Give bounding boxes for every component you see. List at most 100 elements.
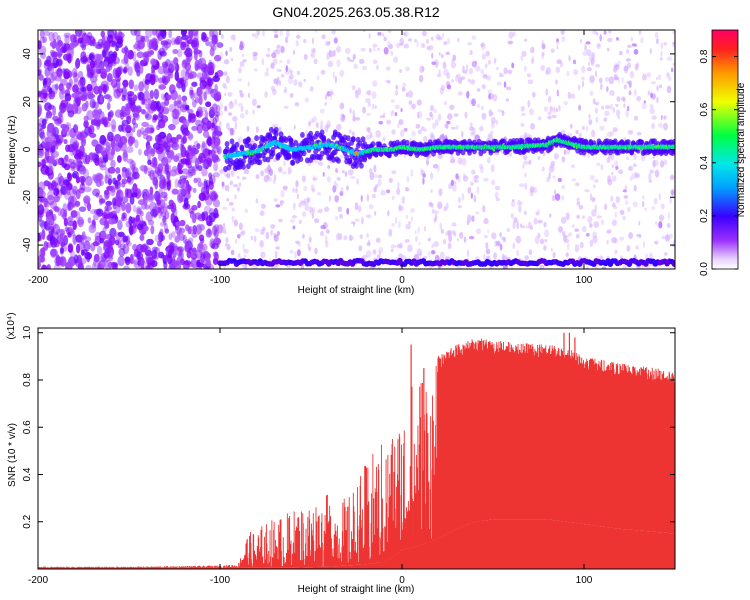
spectrogram-cell [480,68,485,75]
spectrogram-cell [155,30,162,39]
spectrogram-cell [394,104,400,110]
spectrogram-cell [207,78,214,86]
spectrogram-cell [301,211,307,217]
spectrogram-cell [207,149,212,155]
spectrogram-cell [78,175,86,184]
spectrogram-cell [584,43,587,52]
spectrogram-cell [503,81,507,88]
spectrogram-cell [224,140,230,147]
spectrogram-cell [197,243,203,253]
spectrogram-cell [398,205,404,211]
spectrogram-cell [471,215,475,222]
spectrogram-cell [170,89,178,101]
spectrogram-cell [325,229,330,234]
spectrogram-cell [657,74,662,81]
spectrogram-cell [636,233,642,238]
spectrogram-cell [462,175,469,182]
y-tick-label: 0.2 [22,514,33,528]
spectrogram-cell [39,196,47,203]
spectrogram-cell [517,199,521,206]
spectrogram-cell [243,248,249,254]
spectrogram-cell [287,67,291,73]
spectrogram-cell [131,126,136,133]
spectrogram-cell [561,35,566,43]
spectrogram-cell [608,30,612,34]
spectrogram-cell [232,184,239,188]
spectrogram-cell [260,228,265,236]
spectrogram-cell [545,69,548,75]
spectrogram-cell [385,79,391,84]
spectrogram-cell [660,42,664,50]
spectrogram-cell [543,221,547,228]
y-tick-label: 0.6 [22,420,33,434]
spectrogram-cell [523,155,528,161]
spectrogram-cell [359,234,363,239]
spectrogram-cell [159,199,166,210]
spectrogram-cell [241,54,244,58]
spectrogram-cell [117,219,123,231]
spectrogram-cell [553,106,556,114]
spectrogram-cell [457,157,463,165]
spectrogram-cell [587,154,590,159]
spectrogram-cell [610,195,614,203]
spectrogram-cell [324,240,329,248]
spectrogram-cell [235,239,238,244]
spectrogram-cell [122,68,128,74]
spectrogram-cell [60,123,67,129]
spectrogram-cell [355,117,360,121]
spectrogram-cell [285,65,289,73]
spectrogram-cell [461,130,464,138]
spectrogram-cell [97,63,103,70]
spectrogram-cell [611,175,617,182]
spectrogram-cell [190,89,195,101]
spectrogram-cell [38,261,41,269]
spectrogram-cell [93,117,101,127]
spectrogram-cell [84,252,93,260]
spectrogram-cell [654,32,659,39]
spectrogram-cell [521,50,527,57]
spectrogram-cell [133,43,139,50]
spectrogram-cell [600,219,605,225]
spectrogram-cell [241,158,246,165]
spectrogram-cell [187,73,194,80]
spectrogram-cell [252,54,258,61]
spectrogram-cell [156,199,162,206]
spectrogram-cell [198,234,205,242]
spectrogram-cell [212,75,221,83]
spectrogram-cell [158,251,165,259]
spectrogram-cell [625,200,629,205]
spectrogram-cell [103,209,111,220]
spectrogram-cell [374,211,377,216]
spectrogram-cell [391,170,397,175]
spectrogram-cell [153,88,160,100]
spectrogram-cell [225,122,230,130]
spectrogram-cell [626,245,631,252]
spectrogram-cell [606,239,609,245]
spectrogram-cell [383,46,389,55]
spectrogram-cell [238,182,242,187]
spectrogram-cell [88,152,96,161]
spectrogram-cell [296,249,301,257]
spectrogram-cell [309,86,314,92]
spectrogram-cell [363,30,366,33]
spectrogram-cell [512,198,515,202]
spectrogram-cell [234,99,238,106]
y-tick-label: -40 [22,237,33,252]
spectrogram-cell [49,41,58,48]
spectrogram-cell [422,136,428,143]
spectrogram-cell [394,112,398,117]
spectrogram-cell [585,126,589,132]
spectrogram-cell [88,54,95,61]
spectrogram-cell [97,108,102,115]
spectrogram-cell [77,262,84,269]
spectrogram-cell [333,180,337,187]
spectrogram-cell [72,71,78,78]
spectrogram-cell [170,137,179,144]
spectrogram-cell [128,224,134,236]
x-tick-label: -200 [28,575,48,586]
spectrogram-cell [510,212,515,219]
spectrogram-cell [373,164,377,173]
spectrogram-cell [94,41,103,50]
spectrogram-cell [68,200,73,212]
